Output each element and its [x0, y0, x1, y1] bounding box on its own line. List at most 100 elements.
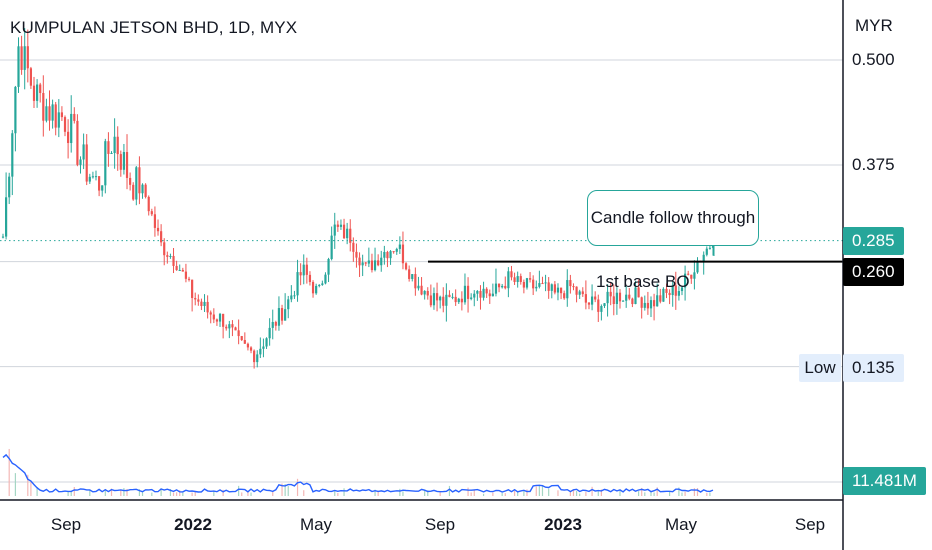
candle-body — [528, 278, 532, 280]
candle — [445, 283, 448, 322]
candle-body — [14, 86, 17, 134]
candle-body — [395, 248, 398, 252]
candle — [656, 283, 659, 307]
first-base-breakout-note[interactable]: 1st base BO — [596, 272, 690, 291]
candle — [383, 245, 386, 265]
candle — [138, 156, 141, 205]
candle-body — [110, 152, 113, 154]
candle-body — [677, 291, 680, 296]
candle-body — [485, 288, 488, 294]
candle-follow-through-callout[interactable]: Candle follow through — [587, 190, 759, 246]
candle-body — [445, 294, 448, 306]
candle-body — [525, 278, 529, 288]
candle — [73, 107, 76, 124]
candle — [296, 259, 299, 302]
candle-body — [8, 176, 11, 198]
candle — [88, 173, 91, 184]
candle — [470, 293, 473, 301]
candle — [488, 289, 491, 304]
candle-body — [408, 269, 411, 279]
candle-body — [302, 264, 305, 276]
candle — [603, 303, 606, 309]
candle-body — [153, 214, 157, 228]
candle-body — [355, 251, 358, 258]
candle — [342, 218, 346, 239]
candle-body — [553, 284, 556, 293]
candle — [432, 287, 436, 310]
candle — [693, 260, 696, 290]
candle — [175, 260, 178, 271]
candle-body — [479, 290, 482, 298]
candle-body — [448, 294, 451, 298]
candle — [104, 138, 107, 194]
candle-body — [683, 273, 687, 288]
candle-body — [370, 260, 374, 271]
candle-body — [290, 295, 293, 300]
candle-body — [336, 224, 339, 227]
candle — [448, 290, 451, 298]
candle — [206, 295, 209, 319]
candle-body — [51, 104, 54, 121]
candle-body — [107, 141, 110, 154]
candle — [101, 185, 104, 197]
candle — [163, 238, 166, 266]
candle-body — [101, 185, 104, 191]
candle — [581, 287, 584, 297]
candle — [525, 277, 529, 290]
candle-body — [575, 286, 578, 295]
candle-body — [293, 295, 296, 297]
candle-body — [389, 251, 392, 259]
candle — [67, 119, 70, 159]
candle-body — [634, 287, 637, 305]
candle — [181, 267, 184, 272]
candle-body — [20, 46, 23, 70]
candle — [20, 35, 23, 75]
candle — [36, 79, 39, 108]
candle — [364, 262, 367, 267]
candle — [315, 283, 318, 295]
candle-body — [29, 68, 33, 86]
candle-body — [160, 231, 163, 243]
candle — [516, 271, 519, 288]
candle — [85, 134, 88, 186]
candle-body — [587, 302, 591, 305]
candle-body — [659, 295, 662, 302]
candle-body — [600, 306, 603, 312]
candle — [687, 270, 690, 276]
candle-body — [346, 228, 349, 239]
candle-body — [98, 176, 101, 191]
candle-body — [358, 257, 361, 266]
candle-body — [535, 286, 538, 289]
candle — [485, 287, 488, 299]
candle — [569, 274, 572, 294]
candle-body — [594, 296, 597, 300]
candle-body — [578, 291, 581, 295]
candle-body — [296, 272, 299, 296]
candle-body — [268, 327, 271, 339]
candle — [110, 151, 113, 154]
candle-body — [321, 283, 324, 285]
candle — [358, 252, 361, 277]
x-tick-may-2022: May — [299, 515, 333, 534]
candle — [82, 133, 85, 170]
candle — [640, 296, 643, 319]
candle — [501, 283, 504, 289]
candle — [466, 277, 470, 313]
candle — [321, 280, 324, 286]
x-tick-sep-2021: Sep — [50, 515, 82, 534]
candle — [404, 262, 408, 271]
candle — [48, 90, 51, 131]
candle — [584, 280, 587, 310]
candle — [646, 291, 649, 315]
candle — [507, 267, 510, 298]
candle-body — [606, 291, 609, 304]
price-tick-0500: 0.500 — [852, 50, 895, 69]
candle-body — [454, 296, 457, 303]
candle-body — [491, 293, 494, 297]
candle — [119, 150, 122, 177]
candle-body — [708, 247, 711, 249]
candle — [677, 286, 680, 301]
candle-body — [324, 274, 327, 284]
candle-body — [299, 272, 302, 276]
